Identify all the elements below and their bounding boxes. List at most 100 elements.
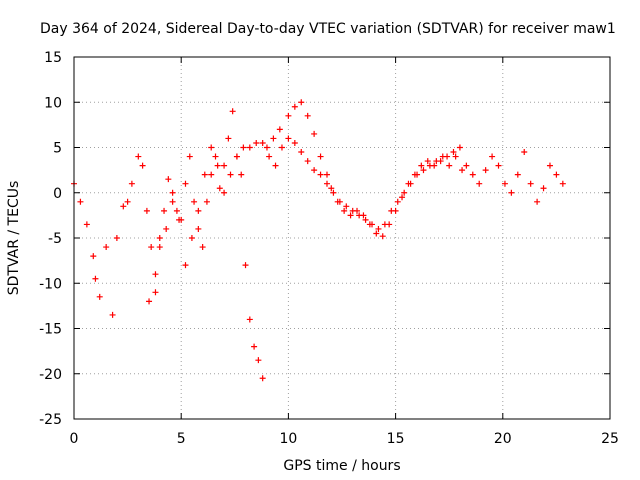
- data-point: [240, 144, 247, 151]
- data-point: [424, 158, 431, 165]
- data-point: [375, 225, 382, 232]
- data-point: [146, 298, 153, 305]
- data-point: [534, 198, 541, 205]
- data-point: [418, 162, 425, 169]
- data-point: [152, 271, 159, 278]
- grid: [74, 57, 610, 419]
- data-point: [212, 153, 219, 160]
- data-point: [225, 135, 232, 142]
- data-point: [381, 221, 388, 228]
- x-tick-label: 20: [494, 431, 512, 447]
- y-tick-label: 10: [44, 95, 62, 111]
- x-tick-label: 25: [601, 431, 619, 447]
- data-point: [195, 225, 202, 232]
- x-tick-label: 10: [279, 431, 297, 447]
- axis-ticks: [73, 56, 611, 420]
- data-point: [394, 198, 401, 205]
- data-point: [246, 316, 253, 323]
- data-point: [330, 189, 337, 196]
- data-point: [128, 180, 135, 187]
- data-point: [238, 171, 245, 178]
- y-tick-labels: -25 -20 -15 -10 -5 0 5 10 15: [39, 50, 62, 428]
- data-point: [188, 235, 195, 241]
- data-point: [540, 185, 547, 192]
- y-tick-label: -20: [39, 367, 62, 383]
- data-point: [253, 139, 260, 146]
- data-point: [169, 198, 176, 205]
- data-point: [495, 162, 502, 169]
- y-axis-label: SDTVAR / TECUs: [6, 181, 22, 296]
- x-tick-label: 0: [70, 431, 79, 447]
- data-point: [143, 207, 150, 214]
- data-point: [298, 149, 305, 156]
- data-point: [221, 162, 228, 169]
- data-point: [259, 375, 266, 382]
- data-point: [311, 130, 318, 137]
- data-point: [482, 167, 489, 174]
- data-point: [508, 189, 515, 196]
- data-point: [426, 162, 433, 169]
- data-point: [124, 198, 131, 205]
- data-point: [90, 253, 97, 260]
- data-point: [452, 153, 459, 160]
- data-point: [272, 162, 279, 169]
- data-point: [414, 171, 421, 178]
- data-point: [246, 144, 253, 151]
- data-point: [369, 221, 376, 228]
- data-point: [109, 311, 116, 318]
- data-point: [161, 207, 168, 214]
- y-tick-label: 5: [53, 141, 62, 157]
- data-point: [446, 162, 453, 169]
- data-point: [285, 112, 292, 119]
- data-point: [120, 203, 127, 210]
- data-point: [148, 244, 155, 251]
- data-point: [401, 189, 408, 196]
- data-point: [323, 171, 330, 178]
- data-point: [469, 171, 476, 178]
- data-point: [521, 149, 528, 156]
- data-point: [304, 112, 311, 119]
- data-point: [546, 162, 553, 169]
- data-point: [216, 185, 223, 192]
- x-axis-label: GPS time / hours: [283, 458, 400, 474]
- y-tick-label: -25: [39, 412, 62, 428]
- data-point: [388, 207, 395, 214]
- data-point: [356, 212, 363, 219]
- data-point: [203, 198, 210, 205]
- data-point: [195, 207, 202, 214]
- data-point: [456, 144, 463, 151]
- data-point: [341, 207, 348, 214]
- data-point: [285, 135, 292, 142]
- data-point: [221, 189, 228, 196]
- data-point: [266, 153, 273, 160]
- data-point: [276, 126, 283, 133]
- data-point: [186, 153, 193, 160]
- data-point: [336, 198, 343, 205]
- data-point: [373, 230, 380, 237]
- data-point: [139, 162, 146, 169]
- data-point: [233, 153, 240, 160]
- data-point: [208, 144, 215, 151]
- data-point: [182, 262, 189, 269]
- data-point: [229, 108, 236, 115]
- data-point: [514, 171, 521, 178]
- data-point: [347, 212, 354, 219]
- data-point: [208, 171, 215, 178]
- data-point: [463, 162, 470, 169]
- data-point: [92, 275, 99, 282]
- data-point: [527, 180, 534, 187]
- chart-title: Day 364 of 2024, Sidereal Day-to-day VTE…: [40, 21, 616, 37]
- data-point: [201, 171, 208, 178]
- data-point: [255, 357, 262, 364]
- series-1: [71, 99, 566, 382]
- data-point: [420, 167, 427, 174]
- data-point: [278, 144, 285, 151]
- data-point: [242, 262, 249, 269]
- data-point: [559, 180, 566, 187]
- data-point: [176, 216, 183, 223]
- data-point: [379, 233, 386, 240]
- y-tick-label: -10: [39, 276, 62, 292]
- series-2: [146, 135, 466, 305]
- data-points: [71, 99, 566, 382]
